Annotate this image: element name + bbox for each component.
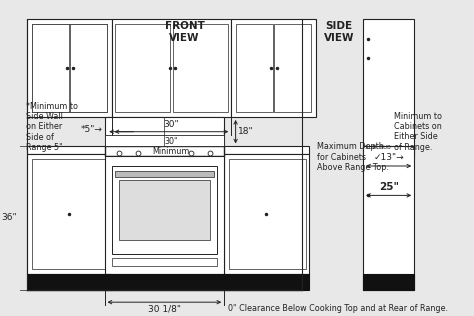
Text: *Minimum to
Side Wall
on Either
Side of
Range 5": *Minimum to Side Wall on Either Side of … [26,101,78,152]
Bar [228,159,306,269]
Bar [105,146,224,156]
Text: 36": 36" [1,213,17,222]
Bar [111,166,217,254]
Bar [27,154,111,274]
Bar [112,274,118,290]
Text: Maximum Depth
for Cabinets
Above Range Top.: Maximum Depth for Cabinets Above Range T… [318,142,389,172]
Bar [118,180,210,240]
Text: Minimum to
Cabinets on
Either Side
of Range.: Minimum to Cabinets on Either Side of Ra… [394,112,442,152]
Bar [363,274,414,290]
Bar [111,258,217,266]
Bar [363,146,414,290]
Bar [70,24,107,112]
Bar [224,274,309,290]
Text: 25": 25" [379,182,399,192]
Bar [115,24,170,112]
Text: 30 1/8": 30 1/8" [148,304,181,313]
Bar [224,154,309,274]
Bar [27,274,111,290]
Bar [32,24,107,112]
Bar [111,19,231,117]
Bar [363,19,414,158]
Text: SUB  SUB: SUB SUB [365,145,391,150]
Bar [105,135,224,146]
Text: 0" Clearance Below Cooking Top and at Rear of Range.: 0" Clearance Below Cooking Top and at Re… [228,304,448,313]
Bar [173,24,228,112]
Text: FRONT
VIEW: FRONT VIEW [164,21,205,43]
Bar [224,146,309,154]
Text: ✓13"→: ✓13"→ [374,153,404,162]
Bar [231,19,316,117]
Bar [27,19,111,117]
Bar [32,24,69,112]
Bar [27,146,111,154]
Bar [115,171,214,177]
Text: 30"
Minimum: 30" Minimum [153,137,190,156]
Text: 30": 30" [164,120,179,129]
Bar [236,24,273,112]
Text: 18": 18" [238,127,254,136]
Bar [105,274,224,290]
Bar [211,274,216,290]
Bar [105,117,224,146]
Bar [32,159,107,269]
Bar [105,156,224,274]
Text: *5"→: *5"→ [81,125,103,134]
Text: SIDE
VIEW: SIDE VIEW [324,21,354,43]
Bar [274,24,311,112]
